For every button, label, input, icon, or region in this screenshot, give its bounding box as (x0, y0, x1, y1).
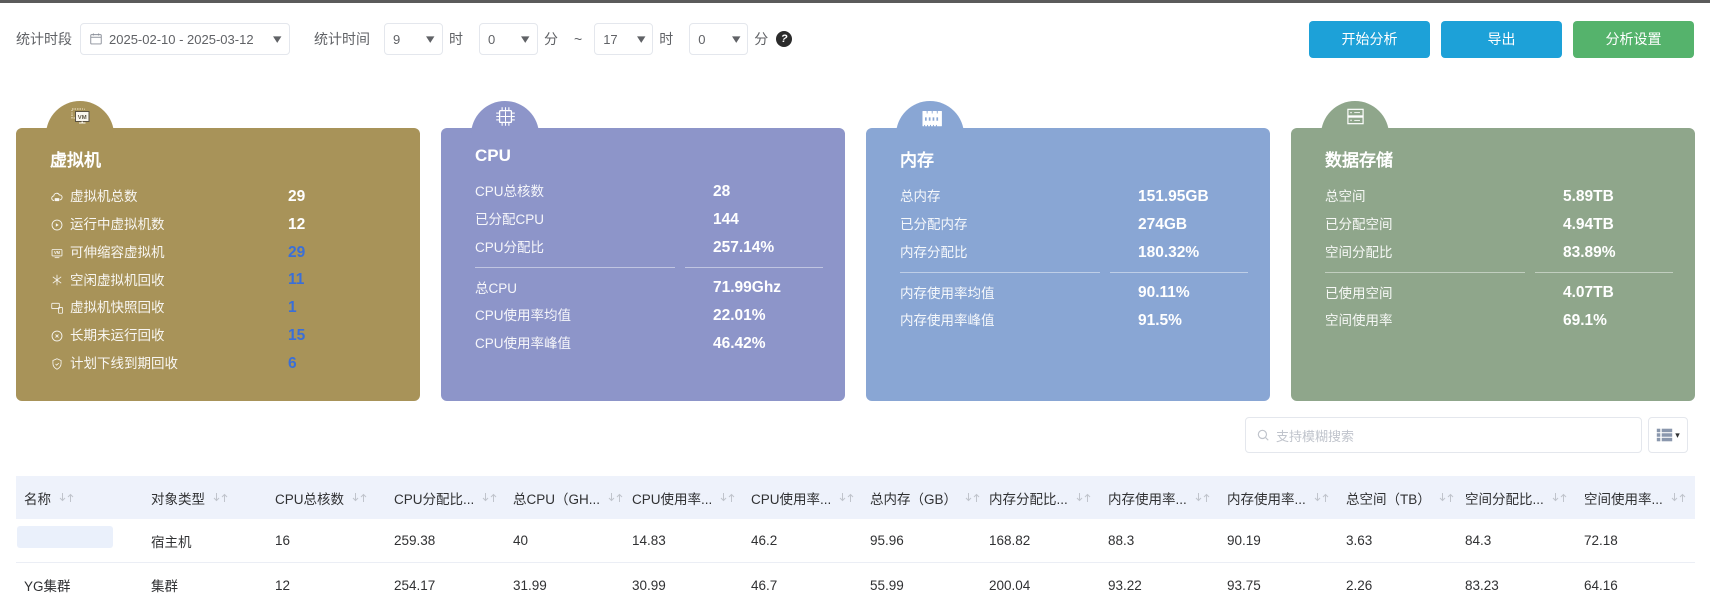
svg-text:VM: VM (54, 250, 61, 255)
svg-text:VM: VM (77, 115, 86, 121)
